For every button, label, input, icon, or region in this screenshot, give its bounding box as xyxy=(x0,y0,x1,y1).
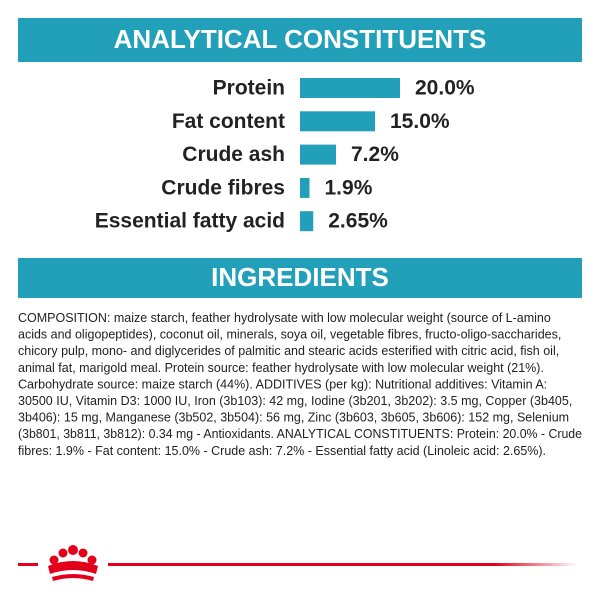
value-label: 7.2% xyxy=(351,143,399,166)
category-label: Fat content xyxy=(172,110,285,133)
bar xyxy=(300,177,310,198)
bar xyxy=(300,211,314,232)
bar xyxy=(300,78,400,98)
ingredients-line: 30500 IU, Vitamin D3: 1000 IU, Iron (3b1… xyxy=(18,394,572,408)
category-label: Crude ash xyxy=(182,143,285,166)
ingredients-line: COMPOSITION: maize starch, feather hydro… xyxy=(18,311,551,325)
header-band xyxy=(18,18,582,62)
ingredients-line: animal fat, marigold meal. Protein sourc… xyxy=(18,361,544,375)
category-label: Crude fibres xyxy=(161,176,285,199)
ingredients-line: acids and oligopeptides), coconut oil, m… xyxy=(18,328,561,342)
footer-line xyxy=(18,563,578,566)
ingredients-line: Carbohydrate source: maize starch (44%).… xyxy=(18,377,547,391)
bar xyxy=(300,111,375,132)
ingredients-title: INGREDIENTS xyxy=(211,262,389,292)
category-label: Essential fatty acid xyxy=(95,210,285,233)
value-label: 20.0% xyxy=(415,77,475,100)
ingredients-line: (3b801, 3b811, 3b812): 0.34 mg - Antioxi… xyxy=(18,427,582,441)
crown-logo xyxy=(48,545,98,581)
value-label: 2.65% xyxy=(328,210,388,233)
ingredients-line: fibres: 1.9% - Fat content: 15.0% - Crud… xyxy=(18,444,546,458)
category-label: Protein xyxy=(213,77,285,100)
ingredients-line: 3b406): 15 mg, Manganese (3b502, 3b504):… xyxy=(18,411,569,425)
value-label: 1.9% xyxy=(325,176,373,199)
footer xyxy=(18,545,578,581)
ingredients-line: chicory pulp, mono- and diglycerides of … xyxy=(18,344,559,358)
value-label: 15.0% xyxy=(390,110,450,133)
bar xyxy=(300,144,336,165)
ingredients-band xyxy=(18,258,582,298)
chart-title: ANALYTICAL CONSTITUENTS xyxy=(114,24,487,54)
